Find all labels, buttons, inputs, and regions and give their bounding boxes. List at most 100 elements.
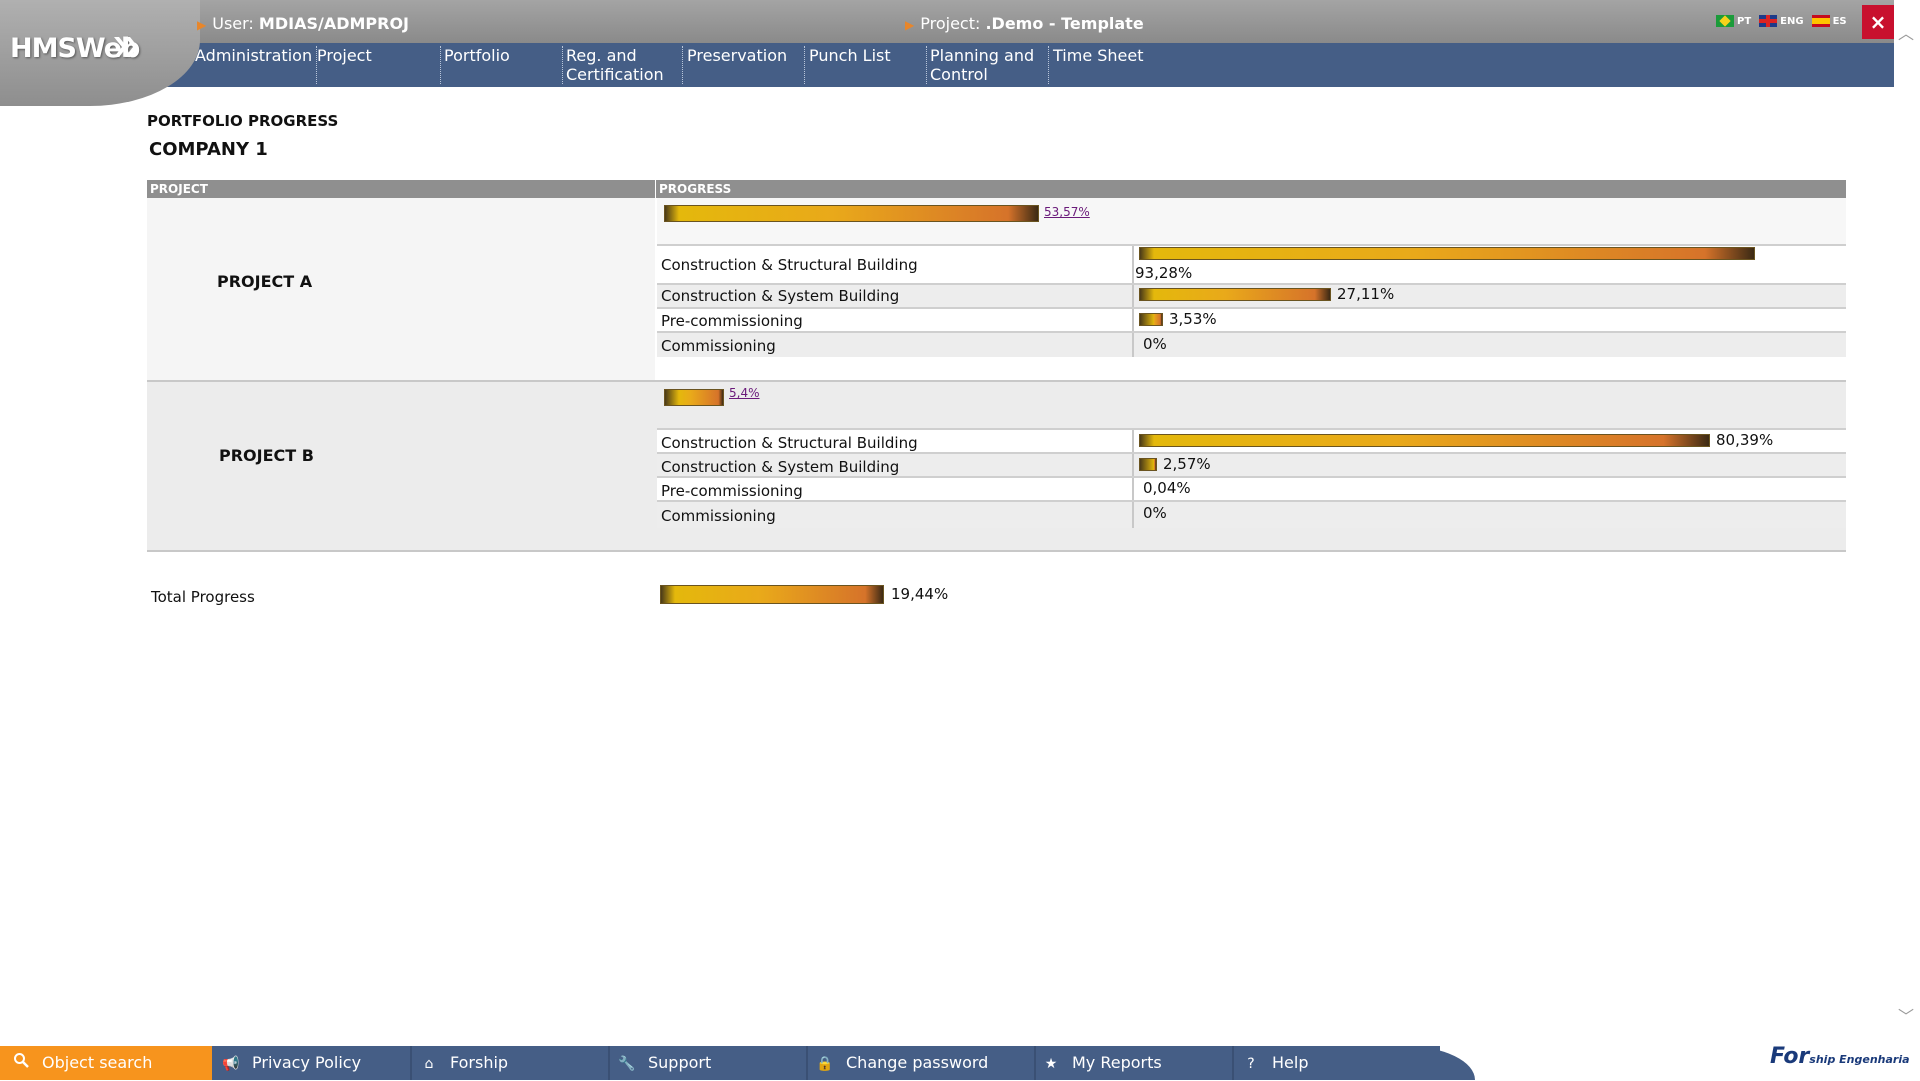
logo-arrows-icon — [114, 37, 138, 57]
project-total-bar — [664, 205, 1039, 222]
spain-flag-icon — [1811, 15, 1830, 27]
discipline-bar-cell: 93,28% — [1132, 246, 1755, 285]
language-selector: PT ENG ES — [1716, 15, 1847, 27]
nav-reg-certification[interactable]: Reg. and Certification — [561, 46, 683, 84]
project-value: .Demo - Template — [985, 14, 1144, 33]
discipline-value: 80,39% — [1716, 431, 1774, 449]
close-button[interactable]: × — [1862, 5, 1894, 39]
discipline-bar-cell: 3,53% — [1132, 309, 1217, 333]
discipline-row: Construction & System Building 27,11% — [657, 283, 1846, 309]
nav-administration[interactable]: Administration — [190, 46, 317, 84]
project-name-cell: PROJECT A — [147, 198, 655, 380]
forship-brand-logo: Forship Engenharia — [1770, 1044, 1910, 1069]
object-search-label: Object search — [42, 1053, 153, 1072]
col-project-header: PROJECT — [150, 182, 208, 196]
total-progress-value: 19,44% — [891, 585, 949, 603]
discipline-row: Construction & Structural Building 93,28… — [657, 244, 1846, 285]
discipline-label: Commissioning — [661, 507, 776, 525]
nav-portfolio[interactable]: Portfolio — [439, 46, 563, 84]
project-total-link[interactable]: 53,57% — [1044, 205, 1090, 219]
nav-bar — [0, 43, 1894, 87]
project-name[interactable]: PROJECT B — [219, 446, 314, 465]
discipline-value: 2,57% — [1163, 455, 1211, 473]
discipline-progress-bar — [1139, 247, 1755, 260]
discipline-label: Construction & System Building — [661, 287, 900, 305]
nav-punch-list[interactable]: Punch List — [804, 46, 927, 84]
page-title: PORTFOLIO PROGRESS — [147, 112, 339, 130]
total-progress-label: Total Progress — [151, 588, 255, 606]
discipline-label: Construction & Structural Building — [661, 434, 918, 452]
discipline-bar-cell: 2,57% — [1132, 454, 1211, 478]
privacy-policy-button[interactable]: 📢 Privacy Policy — [220, 1046, 410, 1080]
footer-divider — [806, 1046, 808, 1080]
chevron-down-icon[interactable]: ﹀ — [1898, 1007, 1915, 1026]
nav-preservation[interactable]: Preservation — [682, 46, 805, 84]
project-label: Project: — [920, 14, 981, 33]
discipline-value: 3,53% — [1169, 310, 1217, 328]
discipline-row: Pre-commissioning 0,04% — [657, 476, 1846, 502]
discipline-row: Pre-commissioning 3,53% — [657, 307, 1846, 333]
discipline-row: Construction & Structural Building 80,39… — [657, 428, 1846, 454]
search-icon — [10, 1047, 32, 1081]
project-name[interactable]: PROJECT A — [217, 272, 313, 291]
footer-curve — [1405, 1046, 1475, 1080]
discipline-row: Commissioning 0% — [657, 500, 1846, 528]
lang-eng[interactable]: ENG — [1759, 15, 1804, 27]
my-reports-button[interactable]: ★ My Reports — [1040, 1046, 1230, 1080]
project-total-row: 53,57% — [657, 198, 1846, 244]
footer-divider — [410, 1046, 412, 1080]
discipline-value: 93,28% — [1135, 264, 1193, 282]
chevron-up-icon[interactable]: ︿ — [1898, 24, 1915, 43]
nav-planning-control[interactable]: Planning and Control — [925, 46, 1049, 84]
discipline-label: Pre-commissioning — [661, 482, 803, 500]
app-header: HMSWeb ▶ User: MDIAS/ADMPROJ ▶ Project: .D… — [0, 0, 1894, 106]
project-total-link[interactable]: 5,4% — [729, 386, 760, 400]
discipline-row: Construction & System Building 2,57% — [657, 452, 1846, 478]
discipline-value: 27,11% — [1337, 285, 1395, 303]
discipline-value: 0,04% — [1143, 479, 1191, 497]
lang-pt[interactable]: PT — [1716, 15, 1751, 27]
footer-divider — [608, 1046, 610, 1080]
project-info: ▶ Project: .Demo - Template — [905, 14, 1144, 33]
table-header: PROJECT PROGRESS — [147, 180, 1846, 198]
discipline-bar-cell: 0,04% — [1132, 478, 1191, 502]
vertical-scrollbar[interactable]: ︿ ﹀ — [1894, 0, 1920, 1046]
object-search-button[interactable]: Object search — [0, 1046, 212, 1080]
discipline-progress-bar — [1139, 434, 1710, 447]
footer-bar: Object search 📢 Privacy Policy ⌂ Forship 🔧… — [0, 1046, 1920, 1080]
lang-es[interactable]: ES — [1811, 15, 1847, 27]
uk-flag-icon — [1759, 15, 1778, 27]
lock-icon: 🔒 — [816, 1056, 834, 1072]
header-divider — [655, 180, 656, 198]
discipline-label: Construction & System Building — [661, 458, 900, 476]
megaphone-icon: 📢 — [222, 1056, 240, 1072]
home-icon: ⌂ — [424, 1056, 434, 1072]
forship-button[interactable]: ⌂ Forship — [418, 1046, 608, 1080]
question-icon: ? — [1247, 1056, 1255, 1072]
footer-background — [0, 1046, 1440, 1080]
discipline-progress-bar — [1139, 458, 1157, 471]
discipline-label: Commissioning — [661, 337, 776, 355]
support-button[interactable]: 🔧 Support — [616, 1046, 806, 1080]
discipline-bar-cell: 0% — [1132, 333, 1167, 357]
nav-project[interactable]: Project — [312, 46, 441, 84]
project-total-row: 5,4% — [657, 382, 1846, 428]
top-bar — [0, 0, 1894, 43]
wrench-icon: 🔧 — [618, 1056, 636, 1072]
help-button[interactable]: ? Help — [1240, 1046, 1390, 1080]
user-info: ▶ User: MDIAS/ADMPROJ — [197, 14, 409, 33]
footer-divider — [1034, 1046, 1036, 1080]
discipline-progress-bar — [1139, 288, 1331, 301]
brazil-flag-icon — [1716, 15, 1734, 27]
star-icon: ★ — [1044, 1056, 1058, 1072]
nav-time-sheet[interactable]: Time Sheet — [1053, 46, 1144, 65]
discipline-value: 0% — [1143, 504, 1167, 522]
change-password-button[interactable]: 🔒 Change password — [814, 1046, 1034, 1080]
project-block-b: PROJECT B 5,4% Construction & Structural… — [147, 382, 1846, 552]
bullet-icon: ▶ — [905, 18, 915, 32]
discipline-row: Commissioning 0% — [657, 331, 1846, 357]
project-block-a: PROJECT A 53,57% Construction & Structur… — [147, 198, 1846, 382]
discipline-bar-cell: 27,11% — [1132, 285, 1394, 309]
total-progress-bar — [660, 585, 884, 604]
project-total-bar — [664, 389, 724, 406]
